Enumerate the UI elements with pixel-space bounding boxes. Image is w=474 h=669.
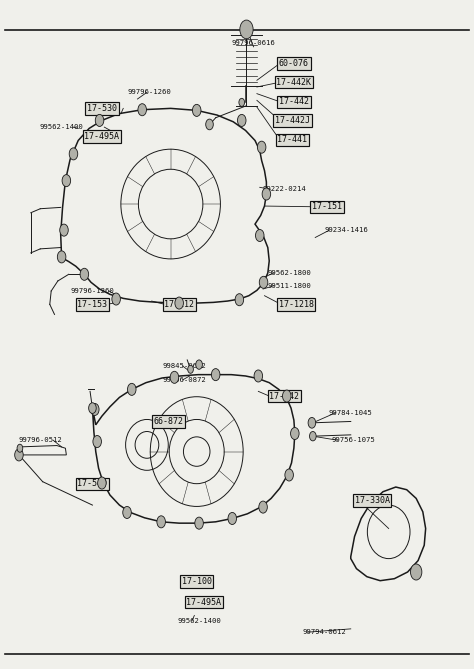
Circle shape	[192, 104, 201, 116]
Circle shape	[410, 564, 422, 580]
Circle shape	[123, 506, 131, 518]
Text: 17-495A: 17-495A	[84, 132, 119, 141]
Circle shape	[285, 469, 293, 481]
Circle shape	[206, 119, 213, 130]
Circle shape	[80, 268, 89, 280]
Circle shape	[195, 517, 203, 529]
Circle shape	[112, 293, 120, 305]
Circle shape	[291, 427, 299, 440]
Text: 99796-1260: 99796-1260	[71, 288, 114, 294]
Circle shape	[170, 371, 179, 383]
Circle shape	[196, 360, 202, 369]
Text: 99756-1075: 99756-1075	[331, 438, 375, 443]
Text: 17-441: 17-441	[277, 135, 308, 145]
Text: 17-112: 17-112	[164, 300, 194, 309]
Circle shape	[257, 141, 266, 153]
Text: 60-076: 60-076	[279, 59, 309, 68]
Circle shape	[228, 512, 237, 524]
Text: 99796-1260: 99796-1260	[128, 90, 171, 95]
Circle shape	[259, 501, 267, 513]
Circle shape	[157, 516, 165, 528]
Circle shape	[255, 229, 264, 242]
Text: 99562-1400: 99562-1400	[177, 618, 221, 624]
Circle shape	[138, 104, 146, 116]
Circle shape	[17, 444, 23, 452]
Circle shape	[310, 432, 316, 441]
Text: 17-542: 17-542	[269, 391, 300, 401]
Text: 17-100: 17-100	[182, 577, 212, 586]
Text: 99222-0214: 99222-0214	[263, 187, 306, 192]
Text: 17-330A: 17-330A	[355, 496, 390, 505]
Text: 99784-1045: 99784-1045	[329, 410, 373, 415]
Circle shape	[15, 449, 23, 461]
Text: 99796-0512: 99796-0512	[18, 438, 62, 443]
Circle shape	[128, 383, 136, 395]
Circle shape	[235, 294, 244, 306]
Text: 66-872: 66-872	[153, 417, 183, 426]
Text: 17-530: 17-530	[87, 104, 117, 113]
Circle shape	[308, 417, 316, 428]
Text: 99511-1800: 99511-1800	[267, 283, 311, 288]
Text: 99794-0612: 99794-0612	[303, 630, 346, 635]
Circle shape	[237, 114, 246, 126]
Text: 17-442K: 17-442K	[276, 78, 311, 87]
Circle shape	[98, 477, 106, 489]
Circle shape	[211, 369, 220, 381]
Circle shape	[89, 403, 96, 413]
Circle shape	[283, 390, 291, 402]
Circle shape	[259, 276, 268, 288]
Circle shape	[188, 365, 193, 373]
Circle shape	[60, 224, 68, 236]
Text: 17-442: 17-442	[279, 97, 309, 106]
Text: 99234-1416: 99234-1416	[324, 227, 368, 233]
Circle shape	[175, 297, 183, 309]
Text: 17-495A: 17-495A	[186, 597, 221, 607]
Circle shape	[95, 114, 104, 126]
Circle shape	[91, 403, 99, 415]
Text: 17-540: 17-540	[77, 479, 108, 488]
Text: 17-151: 17-151	[312, 202, 342, 211]
Circle shape	[262, 188, 271, 200]
Text: 99562-1400: 99562-1400	[40, 124, 83, 130]
Text: 99796-0872: 99796-0872	[163, 377, 207, 383]
Circle shape	[254, 370, 263, 382]
Text: 17-153: 17-153	[77, 300, 108, 309]
Text: 99845-0612: 99845-0612	[163, 363, 207, 369]
Circle shape	[69, 148, 78, 160]
Text: 99796-0616: 99796-0616	[232, 41, 275, 46]
Text: 99562-1800: 99562-1800	[267, 270, 311, 276]
Circle shape	[240, 20, 253, 39]
Circle shape	[239, 98, 245, 106]
Circle shape	[57, 251, 66, 263]
Circle shape	[93, 436, 101, 448]
Text: 17-442J: 17-442J	[275, 116, 310, 125]
Circle shape	[62, 175, 71, 187]
Text: 17-1218: 17-1218	[279, 300, 314, 309]
